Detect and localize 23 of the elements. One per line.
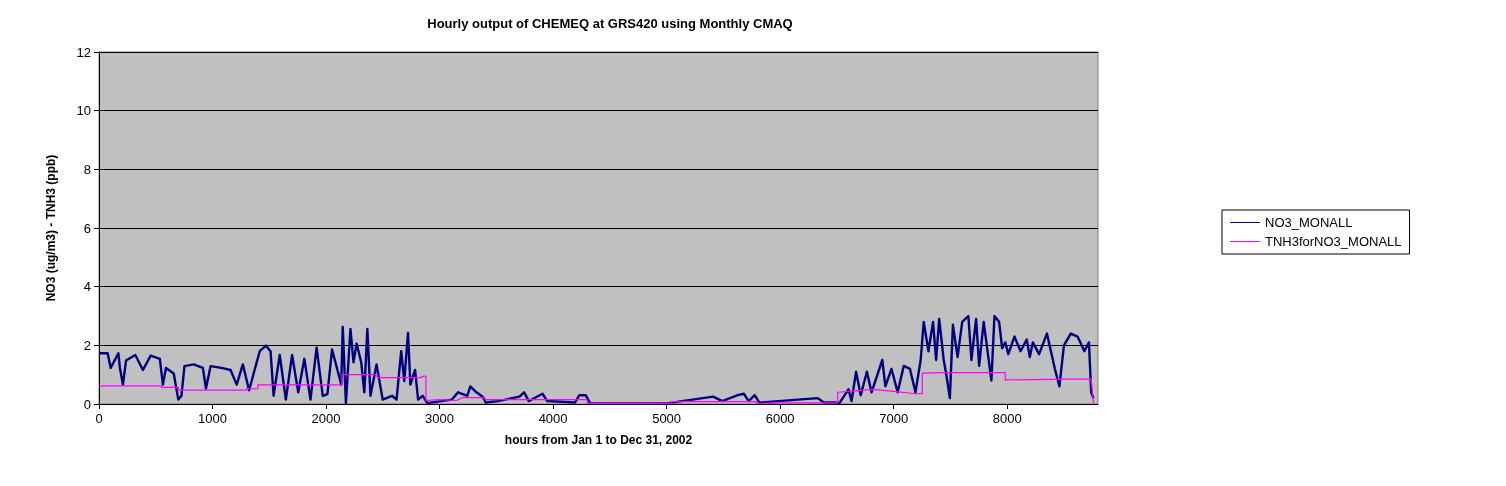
y-axis-title: NO3 (ug/m3) - TNH3 (ppb): [44, 154, 58, 302]
x-tick-label: 7000: [879, 411, 909, 426]
x-tick-label: 0: [95, 411, 103, 426]
x-tick-label: 8000: [992, 411, 1022, 426]
y-tick-label: 8: [83, 161, 91, 177]
x-tick-label: 2000: [311, 411, 341, 426]
y-tick-label: 10: [76, 103, 91, 119]
x-tick-label: 5000: [652, 411, 682, 426]
y-tick-label: 0: [83, 396, 91, 412]
legend-label: TNH3forNO3_MONALL: [1265, 234, 1402, 249]
x-tick-label: 3000: [425, 411, 455, 426]
chart-title: Hourly output of CHEMEQ at GRS420 using Monthly CMAQ: [427, 16, 793, 31]
legend-label: NO3_MONALL: [1265, 215, 1353, 230]
x-axis-title: hours from Jan 1 to Dec 31, 2002: [504, 433, 693, 447]
y-tick-label: 2: [83, 337, 91, 353]
y-tick-label: 12: [76, 44, 91, 60]
x-tick-label: 4000: [538, 411, 568, 426]
x-tick-label: 1000: [198, 411, 227, 426]
line-series: [98, 372, 1095, 405]
y-tick-label: 6: [83, 220, 91, 236]
x-tick-label: 6000: [765, 411, 795, 426]
y-tick-label: 4: [83, 279, 91, 295]
line-series: [97, 314, 1095, 405]
